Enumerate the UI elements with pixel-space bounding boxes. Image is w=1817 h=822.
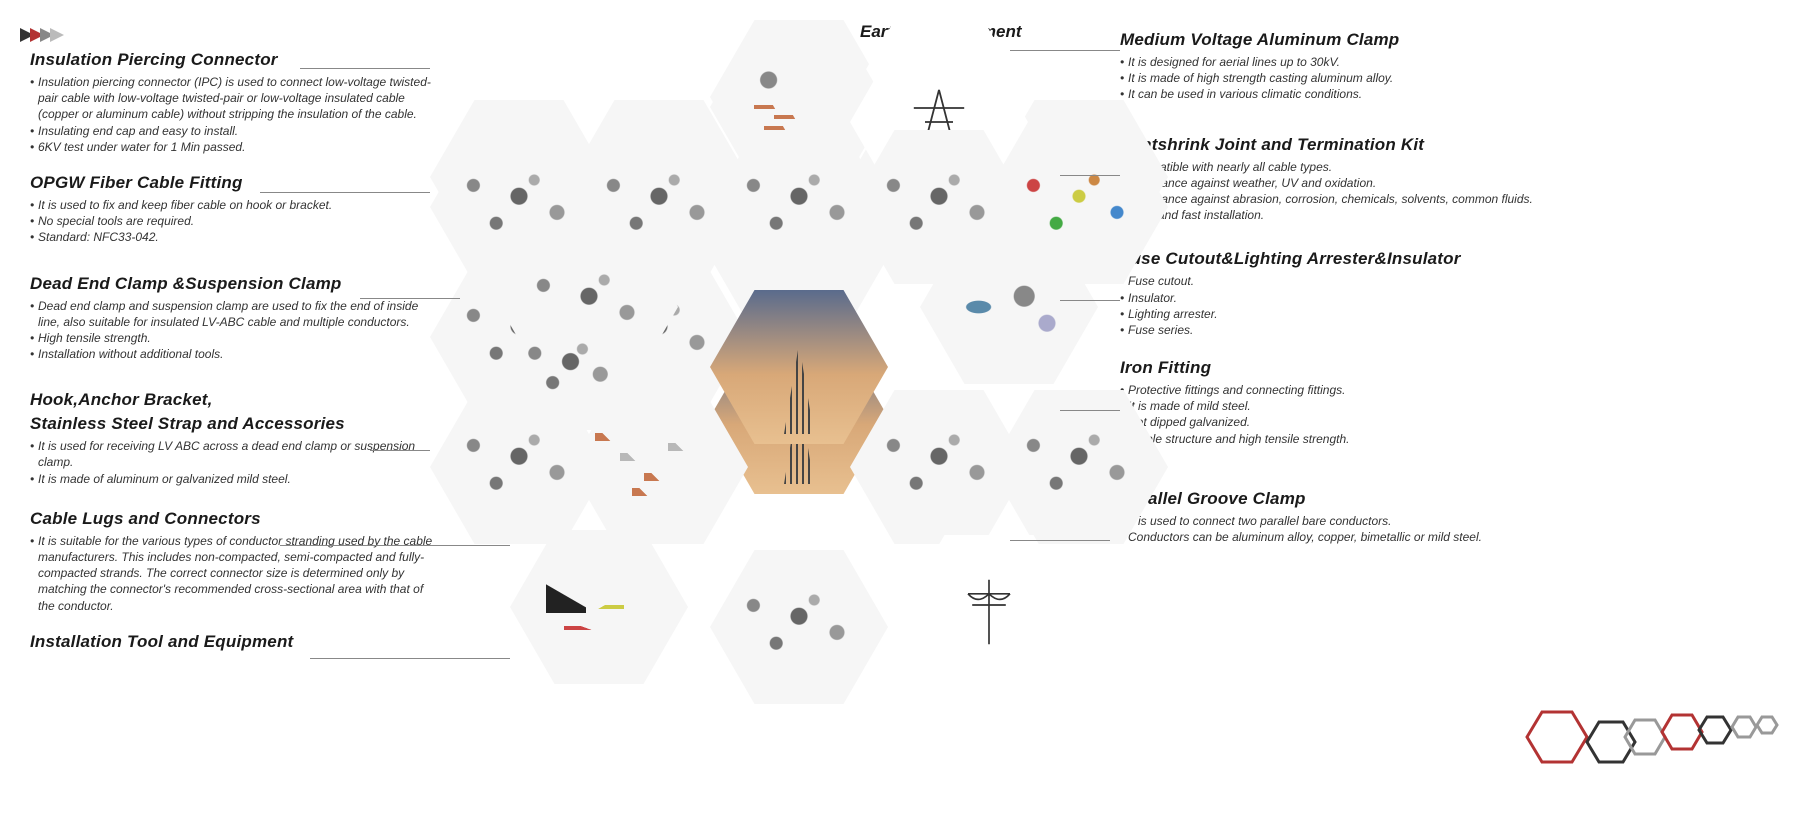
pgc-b2: Conductors can be aluminum alloy, copper… [1120,529,1540,545]
lugs-thumb [583,413,734,521]
leader-dead [360,298,460,299]
block-fuse: Fuse Cutout&Lighting Arrester&Insulator … [1120,249,1540,338]
hex-center-tower-photo [710,290,888,444]
leader-pgc [1010,540,1110,541]
fuse-title: Fuse Cutout&Lighting Arrester&Insulator [1120,249,1540,269]
heat-list: Compatible with nearly all cable types. … [1120,159,1540,224]
mv-list: It is designed for aerial lines up to 30… [1120,54,1540,103]
opgw-b1: It is used to fix and keep fiber cable o… [30,197,440,213]
opgw-list: It is used to fix and keep fiber cable o… [30,197,440,246]
fuse-b1: Fuse cutout. [1120,273,1540,289]
leader-fuse [1060,300,1120,301]
leader-install [310,658,510,659]
opgw-b3: Standard: NFC33-042. [30,229,440,245]
hex-decoration [1507,682,1787,792]
hook-title: Hook,Anchor Bracket, [30,390,440,410]
pgc-b1: It is used to connect two parallel bare … [1120,513,1540,529]
leader-hook [370,450,430,451]
fuse-b3: Lighting arrester. [1120,306,1540,322]
ipc-b1: Insulation piercing connector (IPC) is u… [30,74,440,123]
dead-b2: High tensile strength. [30,330,440,346]
block-heat: Heatshrink Joint and Termination Kit Com… [1120,135,1540,224]
leader-lugs [280,545,510,546]
ipc-large-thumb [723,153,874,261]
iron-title: Iron Fitting [1120,358,1540,378]
ipc-list: Insulation piercing connector (IPC) is u… [30,74,440,155]
heat-b2: Resistance against weather, UV and oxida… [1120,175,1540,191]
iron2-thumb [1003,413,1154,521]
dead-b1: Dead end clamp and suspension clamp are … [30,298,440,330]
hook-b1: It is used for receiving LV ABC across a… [30,438,440,470]
opgw-b2: No special tools are required. [30,213,440,229]
leader-opgw [260,192,430,193]
fuse-list: Fuse cutout. Insulator. Lighting arreste… [1120,273,1540,338]
lugs-title: Cable Lugs and Connectors [30,509,440,529]
heat-b4: Easy and fast installation. [1120,207,1540,223]
block-pgc: Parallel Groove Clamp It is used to conn… [1120,489,1540,545]
heat-b1: Compatible with nearly all cable types. [1120,159,1540,175]
hex-pole-outline [900,535,1078,689]
mv-b1: It is designed for aerial lines up to 30… [1120,54,1540,70]
deadend-thumb [511,328,630,412]
iron-b2: It is made of mild steel. [1120,398,1540,414]
block-mv: Medium Voltage Aluminum Clamp It is desi… [1120,30,1540,103]
fuse-b2: Insulator. [1120,290,1540,306]
pgc-thumb [723,573,874,681]
hex-parallel-groove [710,550,888,704]
iron-b1: Protective fittings and connecting fitti… [1120,382,1540,398]
heat-b3: Resistance against abrasion, corrosion, … [1120,191,1540,207]
dead-title: Dead End Clamp &Suspension Clamp [30,274,440,294]
hook-title2: Stainless Steel Strap and Accessories [30,414,440,434]
honeycomb [430,30,1130,810]
iron-list: Protective fittings and connecting fitti… [1120,382,1540,447]
right-column: Medium Voltage Aluminum Clamp It is desi… [1120,30,1540,563]
block-hook: Hook,Anchor Bracket, Stainless Steel Str… [30,390,440,487]
left-column: Insulation Piercing Connector Insulation… [30,50,440,670]
heat-title: Heatshrink Joint and Termination Kit [1120,135,1540,155]
iron-b3: Hot dipped galvanized. [1120,414,1540,430]
hook-b2: It is made of aluminum or galvanized mil… [30,471,440,487]
pole-icon [959,577,1019,647]
leader-mv [1010,50,1120,51]
block-lugs: Cable Lugs and Connectors It is suitable… [30,509,440,614]
dead-list: Dead end clamp and suspension clamp are … [30,298,440,363]
leader-ipc [300,68,430,69]
iron-b4: Stable structure and high tensile streng… [1120,431,1540,447]
mv-b2: It is made of high strength casting alum… [1120,70,1540,86]
fuse-b4: Fuse series. [1120,322,1540,338]
block-install: Installation Tool and Equipment [30,632,440,652]
pgc-title: Parallel Groove Clamp [1120,489,1540,509]
pgc-list: It is used to connect two parallel bare … [1120,513,1540,545]
hook-list: It is used for receiving LV ABC across a… [30,438,440,487]
leader-heat [1060,175,1120,176]
block-iron: Iron Fitting Protective fittings and con… [1120,358,1540,447]
mv-title: Medium Voltage Aluminum Clamp [1120,30,1540,50]
install-title: Installation Tool and Equipment [30,632,440,652]
tools-thumb [523,553,674,661]
ipc-b3: 6KV test under water for 1 Min passed. [30,139,440,155]
leader-iron [1060,410,1120,411]
block-opgw: OPGW Fiber Cable Fitting It is used to f… [30,173,440,246]
block-ipc: Insulation Piercing Connector Insulation… [30,50,440,155]
decorative-arrows [20,28,60,42]
arrow-4 [50,28,64,42]
ipc-title: Insulation Piercing Connector [30,50,440,70]
hex-install-tools [510,530,688,684]
mv-b3: It can be used in various climatic condi… [1120,86,1540,102]
insulator-thumb [933,253,1084,361]
block-dead-end: Dead End Clamp &Suspension Clamp Dead en… [30,274,440,363]
dead-b3: Installation without additional tools. [30,346,440,362]
ipc-b2: Insulating end cap and easy to install. [30,123,440,139]
opgw-title: OPGW Fiber Cable Fitting [30,173,440,193]
